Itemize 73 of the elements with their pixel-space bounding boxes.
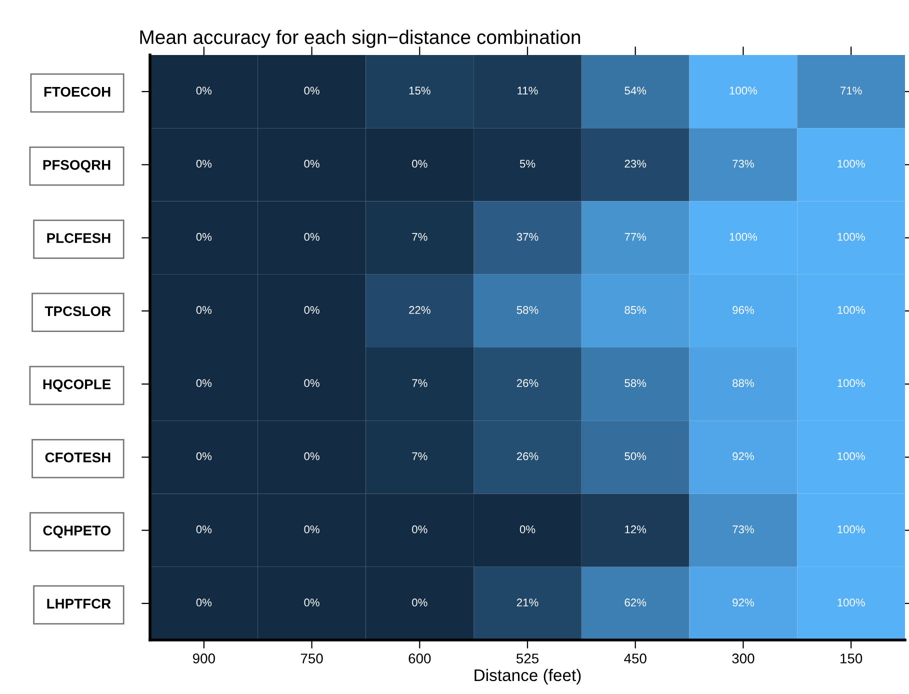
data-label: 58% [624, 379, 646, 388]
data-label: 0% [196, 232, 212, 241]
data-label: 0% [196, 452, 212, 460]
data-label: 0% [196, 525, 212, 534]
data-label: 0% [304, 598, 320, 606]
data-label: 100% [730, 86, 758, 95]
data-label: 50% [624, 452, 646, 460]
data-label: 54% [624, 86, 646, 95]
data-label: 0% [196, 86, 212, 95]
data-label: 0% [304, 86, 320, 95]
data-label: 0% [196, 598, 212, 606]
y-tick-label: HQCOPLE [43, 379, 111, 392]
data-label: 88% [732, 379, 754, 388]
x-tick-label: 525 [516, 654, 539, 664]
data-label: 92% [732, 452, 754, 460]
x-tick-label: 300 [732, 654, 754, 664]
data-label: 100% [838, 306, 865, 314]
data-label: 0% [304, 379, 320, 388]
x-tick-label: 900 [192, 654, 215, 664]
data-label: 7% [412, 232, 428, 241]
data-label: 7% [412, 452, 428, 460]
chart-title: Mean accuracy for each sign−distance combination [140, 30, 580, 48]
data-label: 11% [518, 86, 538, 94]
data-label: 71% [840, 86, 862, 94]
x-tick-label: 750 [300, 654, 323, 664]
data-label: 100% [838, 525, 865, 534]
y-tick-label: PFSOQRH [43, 160, 110, 172]
data-label: 21% [516, 598, 538, 606]
data-label: 85% [624, 306, 646, 314]
data-label: 0% [412, 160, 428, 168]
y-tick-label: TPCSLOR [44, 306, 111, 316]
data-label: 58% [516, 306, 538, 314]
data-label: 15% [409, 86, 430, 95]
data-label: 0% [304, 160, 320, 168]
y-tick-label: PLCFESH [47, 233, 110, 243]
x-tick-label: 450 [624, 654, 646, 664]
data-label: 0% [412, 525, 428, 534]
y-tick-label: LHPTFCR [47, 598, 111, 609]
data-label: 22% [409, 306, 430, 314]
data-label: 26% [516, 452, 538, 460]
data-label: 100% [730, 232, 758, 241]
data-label: 0% [196, 306, 212, 314]
data-label: 100% [838, 160, 865, 168]
data-label: 0% [304, 525, 320, 534]
data-label: 0% [304, 232, 320, 241]
data-label: 100% [838, 232, 865, 241]
y-tick-label: FTOECOH [44, 86, 110, 97]
data-label: 0% [520, 525, 536, 534]
data-label: 23% [624, 160, 646, 168]
data-label: 73% [732, 525, 754, 534]
data-label: 37% [516, 232, 538, 241]
data-label: 100% [838, 598, 865, 606]
data-label: 62% [624, 598, 646, 606]
data-label: 5% [520, 160, 536, 168]
data-label: 77% [624, 232, 646, 241]
data-label: 0% [412, 598, 428, 606]
data-label: 0% [304, 452, 320, 460]
data-label: 0% [196, 379, 212, 388]
data-label: 96% [732, 306, 754, 314]
x-axis-title: Distance (feet) [474, 668, 581, 684]
data-label: 100% [838, 379, 865, 388]
y-tick-label: CFOTESH [45, 452, 110, 462]
data-label: 0% [196, 160, 212, 168]
data-label: 26% [516, 379, 538, 388]
data-label: 12% [625, 525, 646, 534]
data-label: 0% [304, 306, 320, 314]
data-label: 92% [732, 598, 754, 606]
x-tick-label: 150 [840, 654, 862, 664]
x-tick-label: 600 [408, 654, 431, 664]
y-tick-label: CQHPETO [43, 526, 111, 538]
data-label: 73% [732, 160, 754, 168]
data-label: 100% [838, 452, 865, 460]
data-label: 7% [412, 379, 428, 387]
